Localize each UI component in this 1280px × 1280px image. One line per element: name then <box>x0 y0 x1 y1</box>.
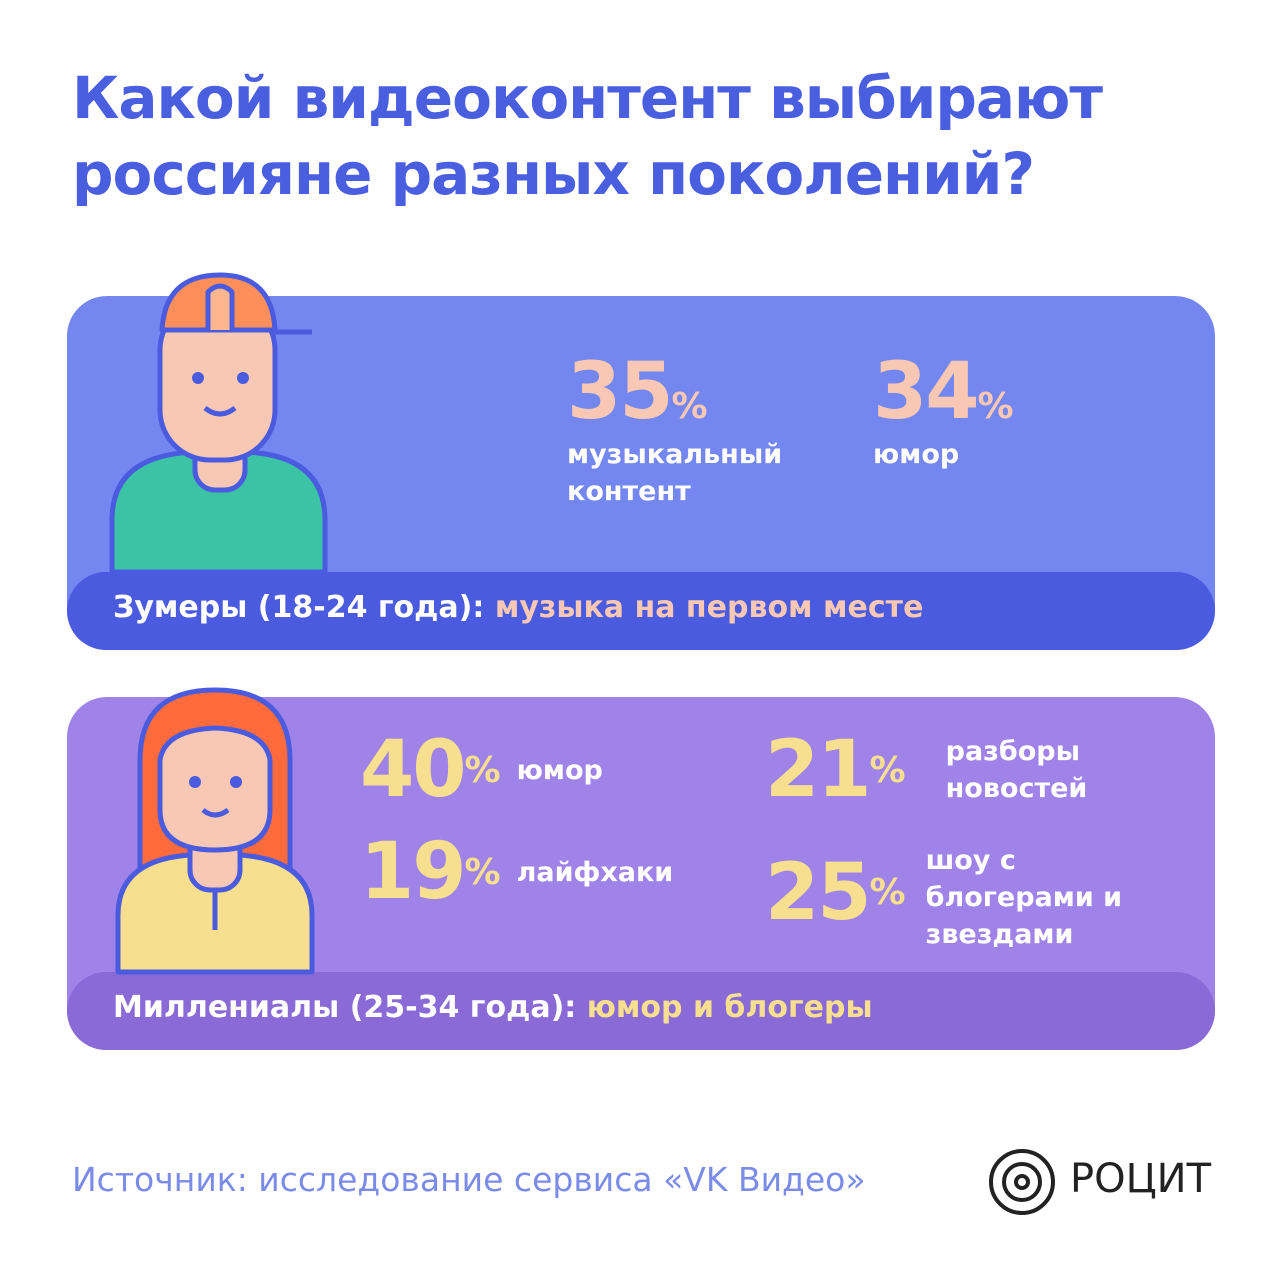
stat-label: юмор <box>873 439 960 470</box>
caption-highlight: юмор и блогеры <box>586 990 873 1025</box>
card-millennials <box>67 697 1215 1050</box>
card-zoomers <box>67 296 1215 650</box>
stat-unit: % <box>869 749 906 791</box>
stat-value: 21 <box>765 725 872 815</box>
caption-highlight: музыка на первом месте <box>494 590 924 625</box>
stat-value: 25 <box>765 847 872 938</box>
stat-unit: % <box>464 851 501 893</box>
stat: 21% разборы новостей <box>765 730 1116 810</box>
caption-text: Миллениалы (25-34 года): <box>113 990 577 1025</box>
stat-label: лайфхаки <box>516 856 674 888</box>
logo-text: РОЦИТ <box>1070 1156 1212 1202</box>
girl-avatar <box>115 687 315 975</box>
stat: 35% музыкальный контент <box>567 352 797 510</box>
stat: 25% шоу с блогерами и звездами <box>765 832 1136 953</box>
caption-bar <box>67 572 1215 650</box>
caption-text: Зумеры (18-24 года): <box>113 590 485 625</box>
stat-unit: % <box>464 749 501 791</box>
stat-label: юмор <box>516 754 603 786</box>
stat-value: 19 <box>360 827 467 917</box>
boy-avatar <box>109 272 328 575</box>
stat-label: разборы новостей <box>945 736 1088 804</box>
title: Какой видеоконтент выбирают россияне раз… <box>72 64 1103 208</box>
source: Источник: исследование сервиса «VK Видео… <box>72 1160 866 1199</box>
caption-bar <box>67 972 1215 1050</box>
stat-value: 35 <box>567 347 674 437</box>
logo-mark <box>989 1149 1055 1215</box>
boy-eyes <box>192 372 249 384</box>
stat-value: 40 <box>360 725 467 815</box>
stat-label: шоу с блогерами и звездами <box>925 845 1123 950</box>
caption: Миллениалы (25-34 года): юмор и блогеры <box>113 990 873 1025</box>
stat: 40% юмор <box>360 730 603 810</box>
stat: 34% юмор <box>873 352 1103 473</box>
stat-unit: % <box>671 386 708 427</box>
stat: 19% лайфхаки <box>360 832 673 912</box>
caption: Зумеры (18-24 года): музыка на первом ме… <box>113 590 923 625</box>
stat-label: музыкальный контент <box>567 439 783 507</box>
girl-eyes <box>189 776 242 788</box>
stat-unit: % <box>977 386 1014 427</box>
stat-value: 34 <box>873 347 980 437</box>
stat-unit: % <box>869 872 906 913</box>
